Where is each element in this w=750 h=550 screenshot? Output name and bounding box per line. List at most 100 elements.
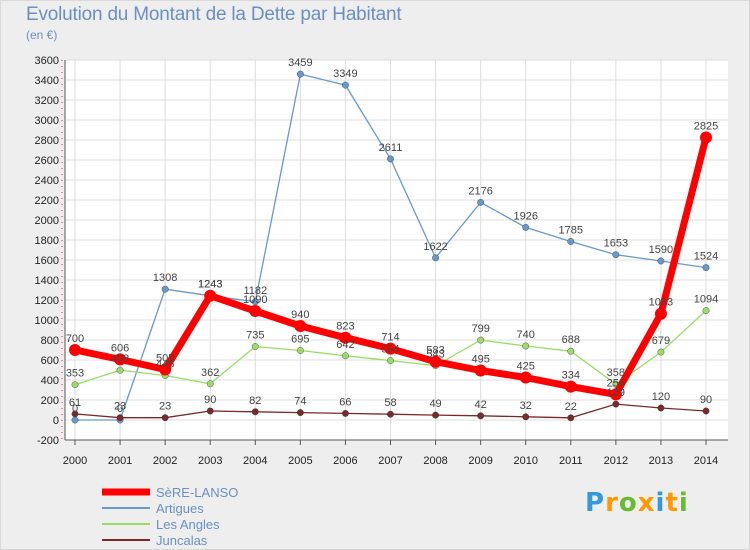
logo-letter: o — [618, 488, 638, 518]
logo-letter: P — [585, 488, 606, 518]
logo-letter: r — [605, 488, 619, 518]
x-tick-label: 2004 — [243, 455, 267, 467]
data-point — [69, 344, 81, 356]
data-label: 606 — [111, 342, 129, 354]
data-point — [294, 320, 307, 332]
data-label: 695 — [291, 334, 309, 346]
data-point — [116, 414, 124, 422]
data-label: 688 — [562, 334, 580, 346]
data-label: 1182 — [243, 285, 267, 297]
chart-subtitle: (en €) — [26, 28, 58, 42]
data-label: 1590 — [649, 244, 673, 256]
data-label: 1090 — [243, 294, 267, 306]
data-point — [206, 407, 214, 415]
data-label: 1785 — [559, 225, 583, 237]
data-point — [71, 381, 79, 389]
data-point — [609, 388, 622, 401]
data-point — [567, 238, 575, 245]
data-label: 58 — [384, 397, 396, 409]
data-point — [477, 198, 485, 206]
data-point — [474, 364, 487, 377]
data-label: 679 — [652, 335, 670, 347]
x-tick-label: 2003 — [198, 455, 222, 467]
data-label: 0 — [117, 403, 123, 415]
data-label: 2176 — [468, 185, 492, 197]
legend-label: Les Angles — [156, 517, 220, 532]
data-label: 90 — [204, 394, 216, 406]
data-point — [251, 343, 259, 350]
data-label: 2611 — [379, 142, 403, 154]
data-label: 425 — [517, 361, 535, 373]
data-label: 594 — [381, 344, 399, 356]
data-point — [702, 264, 710, 271]
logo-letter: i — [678, 488, 689, 518]
data-label: 940 — [291, 309, 309, 321]
data-point — [71, 416, 79, 424]
y-tick-label: 400 — [41, 375, 59, 387]
data-point — [296, 70, 304, 78]
data-label: 334 — [562, 370, 580, 382]
data-label: 495 — [471, 354, 489, 366]
data-point — [387, 357, 394, 364]
data-label: 32 — [520, 400, 532, 412]
proxiti-logo: Proxiti — [585, 488, 689, 518]
data-label: 1063 — [649, 297, 673, 309]
data-label: 498 — [111, 353, 129, 365]
y-tick-label: 2200 — [35, 195, 59, 207]
data-point — [116, 366, 124, 374]
data-point — [654, 307, 667, 320]
x-tick-label: 2013 — [649, 455, 673, 467]
data-label: 362 — [201, 367, 219, 379]
data-point — [432, 411, 439, 419]
legend-label: SèRE-LANSO — [156, 485, 238, 500]
y-tick-label: 2400 — [35, 175, 59, 187]
y-tick-label: 800 — [41, 335, 59, 347]
chart-title: Evolution du Montant de la Dette par Hab… — [26, 4, 402, 25]
y-tick-label: 3400 — [35, 75, 59, 87]
data-point — [477, 336, 485, 344]
y-tick-label: 0 — [53, 415, 59, 427]
data-label: 445 — [156, 359, 174, 371]
data-label: 358 — [607, 367, 625, 379]
data-point — [432, 254, 439, 262]
data-label: 256 — [607, 377, 625, 389]
y-tick-label: -200 — [37, 435, 59, 447]
data-label: 2825 — [694, 121, 718, 133]
data-point — [657, 404, 665, 412]
data-label: 0 — [72, 403, 78, 415]
data-point — [612, 251, 620, 259]
y-tick-label: 3000 — [35, 115, 59, 127]
data-label: 120 — [652, 391, 670, 403]
x-tick-label: 2000 — [63, 455, 87, 467]
data-point — [387, 410, 394, 418]
data-point — [159, 363, 172, 376]
logo-letter: x — [637, 488, 656, 518]
data-point — [522, 342, 530, 350]
data-point — [387, 155, 394, 163]
data-point — [251, 408, 259, 416]
data-point — [251, 298, 259, 306]
x-tick-label: 2011 — [559, 455, 583, 467]
data-point — [114, 353, 127, 366]
data-point — [702, 407, 710, 415]
data-label: 42 — [475, 399, 487, 411]
y-tick-label: 1200 — [35, 295, 59, 307]
data-label: 1524 — [694, 251, 718, 263]
data-point — [522, 413, 530, 421]
data-point — [342, 352, 349, 360]
data-label: 49 — [429, 398, 441, 410]
data-point — [567, 414, 575, 422]
data-label: 3349 — [333, 68, 357, 80]
x-tick-label: 2006 — [333, 455, 357, 467]
plot-area — [65, 60, 728, 440]
data-point — [564, 380, 577, 393]
data-point — [296, 347, 304, 354]
data-label: 90 — [700, 394, 712, 406]
x-tick-label: 2001 — [108, 455, 132, 467]
data-label: 735 — [246, 330, 264, 342]
data-label: 543 — [426, 349, 444, 361]
data-label: 583 — [426, 345, 444, 357]
data-label: 61 — [69, 397, 81, 409]
data-label: 700 — [66, 333, 84, 345]
